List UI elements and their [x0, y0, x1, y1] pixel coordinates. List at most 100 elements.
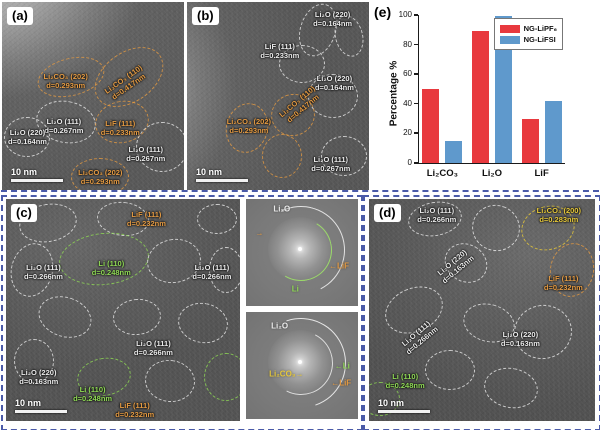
legend-label: NG-LiPF₆	[523, 24, 557, 33]
panel-label: (d)	[374, 204, 401, 222]
phase-dspacing: d=0.248nm	[73, 394, 113, 404]
phase-name: LiF (111)	[119, 400, 150, 410]
phase-dspacing: d=0.266nm	[192, 272, 232, 282]
fft-inset-bottom: Li₂O Li₂CO₃→ ←Li ←LiF	[246, 312, 358, 419]
x-category-label: Li₂O	[481, 168, 503, 179]
phase-name: Li₂O (220)	[314, 9, 351, 19]
phase-dspacing: d=0.233nm	[100, 127, 140, 137]
fft-ring-label: Li₂CO₃→	[269, 369, 304, 379]
fft-ring-label: ←Li	[334, 361, 350, 370]
tick-mark	[414, 102, 418, 105]
phase-dspacing: d=0.232nm	[543, 283, 583, 293]
phase-dspacing: d=0.248nm	[91, 267, 131, 277]
phase-dspacing: d=0.164nm	[7, 137, 47, 147]
legend-entry: NG-LiFSI	[499, 35, 557, 44]
crystal-domain-outline	[111, 296, 163, 338]
fft-ring-label: Li	[291, 284, 299, 294]
tick-value: 100	[398, 10, 412, 19]
crystal-domain-outline	[481, 363, 542, 413]
fft-ring-label: ←LiF	[331, 378, 352, 388]
phase-dspacing: d=0.164nm	[314, 82, 354, 92]
diffraction-center-spot	[297, 360, 302, 365]
bar-series2	[495, 16, 512, 163]
phase-annotation: LiF (111) d=0.232nm	[544, 274, 583, 292]
legend-swatch	[499, 24, 520, 33]
phase-name: Li₂O (111)	[46, 117, 82, 127]
crystal-domain-outline	[142, 357, 197, 405]
phase-annotation: Li₂O (111) d=0.267nm	[311, 155, 350, 173]
panel-b-tem-image: (b) 10 nm Li₂O (220) d=0.164nm LiF (111) d=…	[187, 2, 369, 190]
crystal-domain-outline	[4, 117, 51, 158]
crystal-domain-outline	[208, 247, 240, 294]
phase-name: Li₂O (111)	[26, 263, 61, 273]
bar-series1	[472, 31, 489, 163]
fft-inset-top: Li₂O → Li ←LiF	[246, 199, 358, 306]
tick-mark	[414, 43, 418, 46]
phase-annotation: Li₂O (220) d=0.163nm	[19, 368, 58, 386]
tick-value: 60	[403, 69, 412, 79]
phase-annotation: Li₂CO₃ (202) d=0.293nm	[78, 168, 122, 186]
scale-bar: 10 nm	[11, 167, 63, 182]
scale-bar-text: 10 nm	[11, 167, 38, 177]
phase-name: Li₂O (111)	[194, 263, 230, 273]
phase-dspacing: d=0.266nm	[417, 214, 457, 224]
tick-value: 80	[403, 39, 412, 49]
crystal-domain-outline	[261, 134, 302, 179]
diffraction-center-spot	[297, 247, 302, 252]
tick-value: 0	[407, 158, 412, 167]
x-category-label: Li₂CO₃	[426, 168, 459, 179]
tick-mark	[414, 132, 418, 134]
dashed-frame-left: (c) 10 nm LiF (111) d=0.232nm Li (110) d=0.…	[1, 195, 363, 430]
phase-annotation: Li₂O (111) d=0.267nm	[126, 145, 165, 163]
tick-value: 40	[403, 98, 412, 108]
phase-dspacing: d=0.164nm	[313, 18, 353, 28]
phase-annotation: Li (110) d=0.248nm	[92, 259, 131, 277]
phase-dspacing: d=0.293nm	[46, 80, 86, 90]
phase-annotation: Li₂O (220) d=0.164nm	[313, 10, 352, 28]
legend-swatch	[499, 35, 520, 44]
phase-annotation: Li₂CO₃ (202) d=0.293nm	[44, 72, 88, 90]
phase-dspacing: d=0.266nm	[133, 347, 173, 357]
phase-dspacing: d=0.293nm	[80, 176, 120, 186]
phase-annotation: LiF (111) d=0.233nm	[260, 42, 299, 60]
phase-name: LiF (111)	[131, 209, 162, 219]
tick-mark	[414, 14, 418, 16]
scale-bar-text: 10 nm	[378, 398, 405, 408]
phase-name: Li (110)	[79, 385, 106, 395]
bar-series1	[521, 118, 539, 163]
phase-annotation: Li₂O (111) d=0.267nm	[44, 117, 83, 135]
phase-annotation: Li₂O (220) d=0.163nm	[501, 330, 540, 348]
phase-dspacing: d=0.232nm	[126, 218, 166, 228]
phase-name: LiF (111)	[548, 274, 579, 284]
crystal-domain-outline	[196, 203, 237, 234]
bar-series2	[445, 140, 463, 163]
panel-label: (e)	[374, 4, 392, 20]
scale-bar-line	[11, 179, 63, 182]
phase-dspacing: d=0.163nm	[500, 338, 540, 348]
chart-plot-area: 0 20 40 60 80 100 Li₂CO₃ Li₂O LiF NG-LiPF₆ NG-LiFS…	[399, 10, 565, 179]
legend-entry: NG-LiPF₆	[499, 24, 557, 33]
phase-annotation: Li₂O (111) d=0.266nm	[417, 206, 456, 224]
panel-e-bar-chart: (e) Percentage % 0 20 40 60 80 100 Li₂CO₃ Li₂O L…	[372, 2, 598, 190]
tick-mark	[414, 73, 418, 75]
scale-bar-text: 10 nm	[196, 167, 223, 177]
phase-dspacing: d=0.248nm	[385, 381, 425, 391]
phase-name: LiF (111)	[264, 41, 295, 51]
crystal-domain-outline	[136, 121, 184, 172]
scale-bar: 10 nm	[15, 398, 67, 413]
phase-annotation: Li₂O (220) d=0.164nm	[315, 74, 354, 92]
phase-dspacing: d=0.293nm	[229, 126, 269, 136]
crystal-domain-outline	[174, 299, 231, 348]
crystal-domain-outline	[203, 352, 240, 401]
crystal-domain-outline	[425, 349, 476, 390]
tick-mark	[414, 162, 418, 164]
tick-value: 20	[403, 128, 412, 138]
phase-name: Li₂O (220)	[21, 367, 57, 377]
phase-annotation: Li (110) d=0.248nm	[386, 372, 425, 390]
phase-annotation: LiF (111) d=0.233nm	[101, 119, 140, 137]
phase-dspacing: d=0.233nm	[260, 50, 300, 60]
panel-a-tem-image: (a) 10 nm Li₂CO₃ (202) d=0.293nm Li₂CO₃ (1…	[2, 2, 184, 190]
phase-name: Li₂O (220)	[9, 128, 46, 138]
phase-dspacing: d=0.283nm	[539, 214, 579, 224]
